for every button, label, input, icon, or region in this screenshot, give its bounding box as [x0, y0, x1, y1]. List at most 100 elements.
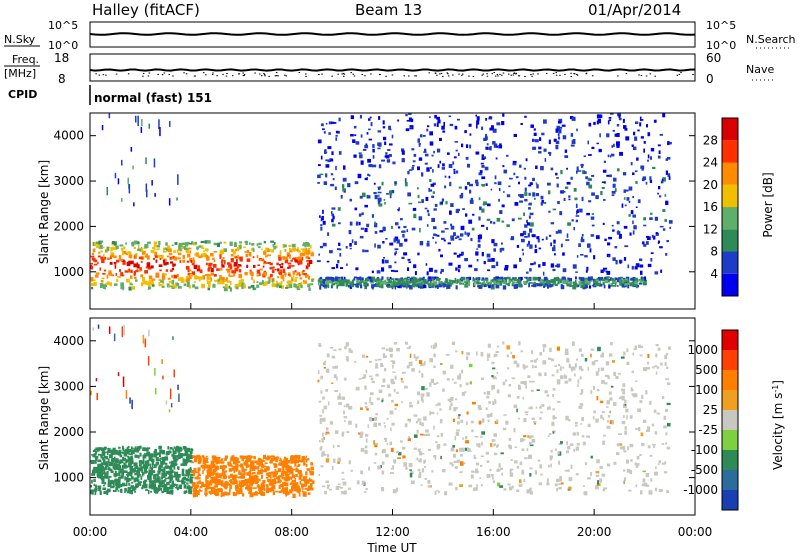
- scatter-cell: [287, 266, 290, 269]
- scatter-cell: [234, 267, 239, 272]
- nave-dot: [638, 74, 640, 76]
- scatter-cell: [209, 491, 213, 494]
- scatter-cell: [91, 479, 93, 484]
- scatter-cell: [191, 271, 196, 276]
- scatter-cell: [228, 273, 231, 277]
- scatter-cell: [325, 389, 329, 392]
- scatter-cell: [589, 248, 592, 253]
- scatter-cell: [162, 259, 166, 264]
- scatter-cell: [531, 438, 536, 443]
- scatter-cell: [594, 283, 597, 287]
- scatter-cell: [532, 177, 535, 182]
- scatter-cell: [341, 478, 345, 480]
- scatter-cell: [370, 122, 373, 127]
- scatter-cell: [608, 117, 612, 119]
- scatter-cell: [655, 353, 658, 358]
- scatter-cell: [470, 197, 473, 201]
- scatter-cell: [639, 258, 643, 262]
- scatter-cell: [398, 207, 400, 211]
- scatter-cell: [106, 455, 108, 459]
- scatter-cell: [493, 452, 498, 456]
- scatter-cell: [299, 460, 303, 463]
- scatter-cell: [503, 280, 508, 283]
- scatter-cell: [401, 401, 403, 403]
- scatter-cell: [518, 384, 520, 389]
- scatter-cell: [387, 149, 391, 151]
- scatter-cell: [186, 455, 189, 457]
- scatter-cell: [93, 257, 96, 262]
- scatter-cell: [587, 477, 591, 480]
- scatter-cell: [238, 485, 241, 488]
- scatter-cell: [350, 469, 353, 472]
- scatter-cell: [283, 244, 287, 248]
- scatter-cell: [475, 181, 479, 187]
- scatter-cell: [515, 283, 519, 288]
- scatter-cell: [361, 376, 365, 379]
- scatter-cell: [514, 362, 518, 364]
- scatter-cell: [544, 390, 548, 394]
- scatter-cell: [335, 137, 338, 141]
- scatter-cell: [110, 479, 114, 484]
- scatter-cell: [576, 255, 579, 258]
- scatter-cell: [228, 483, 232, 486]
- scatter-cell: [608, 119, 612, 122]
- scatter-cell: [128, 260, 133, 265]
- scatter-cell: [639, 454, 642, 456]
- scatter-cell: [290, 477, 293, 481]
- scatter-cell: [258, 462, 261, 467]
- scatter-cell: [474, 487, 478, 491]
- scatter-cell: [398, 281, 401, 285]
- scatter-cell: [230, 281, 232, 285]
- scatter-cell: [548, 210, 551, 213]
- scatter-cell: [153, 466, 157, 469]
- scatter-cell: [603, 267, 608, 270]
- scatter-cell: [337, 284, 340, 287]
- scatter-cell: [582, 282, 587, 287]
- scatter-cell: [340, 279, 342, 283]
- scatter-cell: [437, 402, 441, 406]
- scatter-cell: [501, 204, 505, 208]
- nsearch-label: N.Search: [746, 33, 796, 46]
- scatter-cell: [448, 175, 451, 179]
- scatter-cell: [291, 458, 295, 462]
- scatter-cell: [417, 252, 420, 256]
- scatter-cell: [170, 261, 174, 264]
- scatter-cell: [288, 272, 291, 276]
- scatter-cell: [480, 484, 483, 487]
- scatter-cell: [650, 478, 653, 482]
- scatter-cell: [563, 374, 566, 379]
- x-tick-label: 08:00: [274, 525, 309, 539]
- scatter-cell: [148, 123, 150, 129]
- scatter-cell: [571, 116, 576, 121]
- scatter-cell: [379, 278, 383, 283]
- nave-dot: [532, 73, 534, 75]
- scatter-cell: [298, 256, 303, 260]
- nave-dot: [654, 75, 656, 77]
- scatter-cell: [496, 122, 501, 126]
- scatter-cell: [221, 277, 225, 281]
- scatter-cell: [288, 465, 291, 470]
- scatter-cell: [211, 464, 215, 469]
- scatter-cell: [633, 348, 636, 351]
- scatter-cell: [360, 134, 363, 138]
- scatter-cell: [431, 276, 435, 281]
- scatter-cell: [95, 450, 98, 454]
- scatter-cell: [327, 484, 330, 487]
- scatter-cell: [436, 435, 440, 438]
- scatter-cell: [283, 273, 287, 275]
- scatter-cell: [409, 277, 414, 281]
- scatter-cell: [442, 370, 446, 375]
- scatter-cell: [322, 279, 326, 283]
- scatter-cell: [259, 470, 262, 474]
- scatter-cell: [256, 463, 261, 465]
- scatter-cell: [485, 146, 489, 150]
- scatter-cell: [502, 285, 507, 290]
- scatter-cell: [543, 276, 548, 281]
- scatter-cell: [195, 456, 198, 459]
- scatter-cell: [100, 462, 103, 466]
- scatter-cell: [301, 252, 306, 257]
- scatter-cell: [506, 194, 511, 198]
- scatter-cell: [236, 463, 239, 468]
- scatter-cell: [124, 451, 127, 454]
- scatter-cell: [534, 365, 538, 368]
